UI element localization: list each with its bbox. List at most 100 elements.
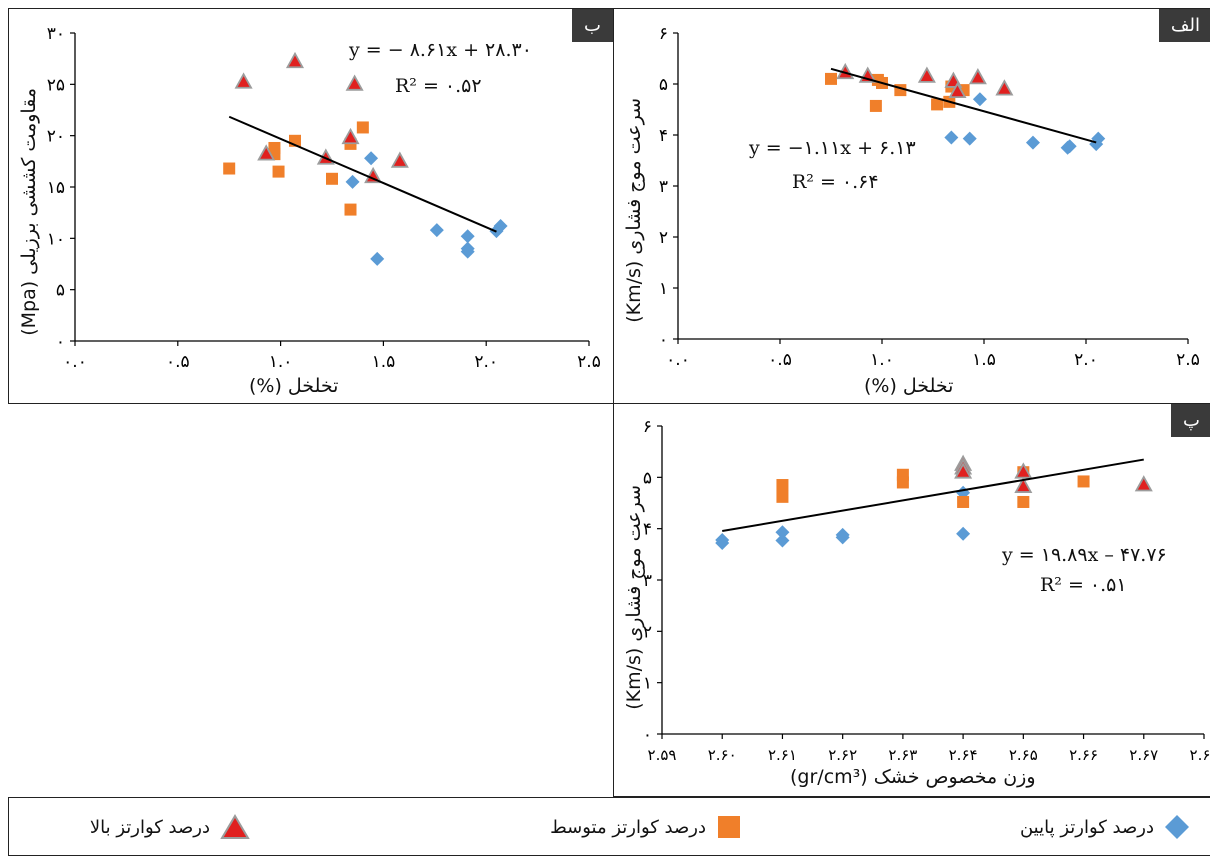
x-tick-label-alef: ۰.۰: [666, 350, 690, 370]
legend-label-mid: درصد کوارتز متوسط: [550, 816, 706, 838]
x-tick-label-p: ۲.۶۵: [1009, 746, 1038, 764]
point-low-alef: [944, 130, 959, 145]
chart-panel-b: ۰.۰ ۰.۵ ۱.۰ ۱.۵ ۲.۰ ۲.۵ ۰ ۵ ۱۰ ۱۵ ۲۰ ۲۵ ۳۰ ب y = − ۸…: [8, 8, 614, 404]
point-high-b: [341, 127, 360, 145]
x-tick-label-p: ۲.۶۷: [1129, 746, 1158, 764]
diamond-marker-icon: [1165, 815, 1189, 839]
y-tick-label-p: ۲: [643, 622, 652, 642]
point-mid-b: [356, 121, 369, 134]
chart-p-equation: y = ۱۹.۸۹x – ۴۷.۷۶: [1002, 544, 1167, 566]
x-tick-label-b: ۱.۵: [372, 352, 396, 372]
y-tick-label-p: ۵: [643, 468, 652, 488]
chart-p-ylabel: سرعت موج فشاری (Km/s): [623, 485, 645, 710]
legend-label-low: درصد کوارتز پایین: [1019, 816, 1154, 838]
y-tick-label-alef: ۵: [659, 75, 668, 95]
point-high-p: [954, 462, 973, 479]
x-tick-label-alef: ۲.۵: [1176, 350, 1200, 370]
point-high-alef: [968, 68, 987, 85]
y-tick-label-alef: ۴: [659, 126, 668, 146]
x-tick-label-b: ۲.۰: [474, 352, 498, 372]
chart-alef-tag: الف: [1158, 9, 1210, 42]
x-tick-label-p: ۲.۶۳: [888, 746, 917, 764]
legend-item-mid: درصد کوارتز متوسط: [550, 814, 742, 840]
y-tick-label-p: ۴: [643, 520, 652, 540]
chart-alef-ylabel: سرعت موج فشاری (Km/s): [623, 98, 645, 323]
point-mid-b: [223, 162, 236, 175]
trend-line-p: [722, 458, 1144, 533]
y-tick-label-b: ۰: [56, 332, 65, 352]
triangle-marker-icon: [220, 814, 250, 839]
x-tick-label-p: ۲.۵۹: [648, 746, 677, 764]
y-tick-label-alef: ۳: [659, 177, 668, 197]
chart-b-plot: ۰.۰ ۰.۵ ۱.۰ ۱.۵ ۲.۰ ۲.۵ ۰ ۵ ۱۰ ۱۵ ۲۰ ۲۵ ۳۰: [47, 24, 601, 372]
point-high-b: [257, 144, 276, 161]
chart-p-xlabel: وزن مخصوص خشک (gr/cm³): [790, 766, 1036, 788]
x-tick-label-p: ۲.۶۱: [768, 746, 797, 764]
x-tick-label-p: ۲.۶۴: [949, 746, 978, 764]
y-tick-label-p: ۰: [643, 725, 652, 745]
point-high-alef: [948, 81, 967, 99]
square-marker-icon: [718, 816, 740, 838]
y-tick-label-p: ۶: [643, 417, 652, 437]
chart-alef-equation: y = −۱.۱۱x + ۶.۱۳: [749, 137, 916, 159]
point-mid-p: [1017, 495, 1030, 508]
y-tick-label-b: ۵: [56, 281, 65, 301]
point-high-alef: [995, 79, 1014, 96]
point-low-p: [775, 525, 790, 540]
legend-item-low: درصد کوارتز پایین: [1020, 814, 1190, 840]
x-tick-label-p: ۲.۶۰: [708, 746, 737, 764]
y-tick-label-p: ۳: [643, 571, 652, 591]
legend-label-high: درصد کوارتز بالا: [89, 816, 210, 838]
x-tick-label-b: ۰.۰: [63, 352, 87, 372]
y-tick-label-p: ۱: [643, 674, 652, 694]
point-low-b: [345, 174, 360, 189]
y-tick-label-b: ۱۵: [47, 178, 65, 198]
point-high-alef: [917, 66, 936, 83]
chart-panel-p: ۲.۵۹ ۲.۶۰ ۲.۶۱ ۲.۶۲ ۲.۶۳ ۲.۶۴ ۲.۶۵ ۲.۶۶ ۲.۶۷ ۲.۶۸…: [613, 403, 1210, 797]
point-low-b: [364, 151, 379, 166]
chart-alef-xlabel: تخلخل (%): [864, 375, 954, 397]
chart-alef-r2: R² = ۰.۶۴: [792, 171, 879, 193]
x-tick-label-alef: ۲.۰: [1074, 350, 1098, 370]
x-tick-label-b: ۱.۰: [269, 352, 293, 372]
point-mid-b: [272, 165, 285, 178]
legend: درصد کوارتز پایین درصد کوارتز متوسط درصد…: [8, 797, 1210, 856]
point-low-b: [460, 229, 475, 244]
y-tick-label-alef: ۱: [659, 279, 668, 299]
point-mid-p: [1077, 475, 1090, 488]
legend-item-high: درصد کوارتز بالا: [90, 814, 250, 840]
point-mid-alef: [931, 98, 944, 111]
x-tick-label-b: ۰.۵: [166, 352, 190, 372]
point-low-alef: [972, 92, 987, 107]
trend-line-alef: [830, 67, 1097, 144]
y-tick-label-b: ۲۵: [47, 75, 65, 95]
x-tick-label-p: ۲.۶۶: [1069, 746, 1098, 764]
point-low-alef: [962, 131, 977, 146]
point-low-p: [775, 533, 790, 548]
point-high-b: [364, 166, 383, 184]
y-tick-label-b: ۱۰: [47, 229, 65, 249]
y-tick-label-b: ۲۰: [47, 127, 65, 147]
point-mid-b: [326, 172, 338, 185]
x-tick-label-alef: ۱.۵: [972, 350, 996, 370]
chart-b-ylabel: مقاومت کششی برزیلی (Mpa): [18, 88, 40, 336]
x-tick-label-alef: ۱.۰: [870, 350, 894, 370]
point-mid-p: [776, 490, 789, 503]
chart-alef-plot: ۰.۰ ۰.۵ ۱.۰ ۱.۵ ۲.۰ ۲.۵ ۰ ۱ ۲ ۳ ۴ ۵ ۶: [659, 24, 1200, 370]
y-tick-label-alef: ۲: [659, 228, 668, 248]
point-mid-p: [776, 479, 789, 492]
chart-p-r2: R² = ۰.۵۱: [1040, 574, 1127, 596]
x-tick-label-p: ۲.۶۲: [828, 746, 857, 764]
point-high-b: [285, 51, 305, 69]
point-mid-alef: [825, 72, 837, 85]
point-high-b: [345, 74, 364, 91]
trend-line-b: [228, 115, 497, 233]
chart-b-xlabel: تخلخل (%): [249, 375, 339, 397]
y-tick-label-alef: ۶: [659, 24, 668, 44]
y-tick-label-b: ۳۰: [47, 24, 65, 44]
chart-panel-alef: ۰.۰ ۰.۵ ۱.۰ ۱.۵ ۲.۰ ۲.۵ ۰ ۱ ۲ ۳ ۴ ۵ ۶ الف y = −۱.۱۱x…: [613, 8, 1210, 404]
point-low-p: [956, 526, 971, 541]
chart-p-tag: پ: [1171, 404, 1210, 437]
chart-b-equation: y = − ۸.۶۱x + ۲۸.۳۰: [349, 39, 532, 61]
point-high-p: [1134, 475, 1153, 492]
